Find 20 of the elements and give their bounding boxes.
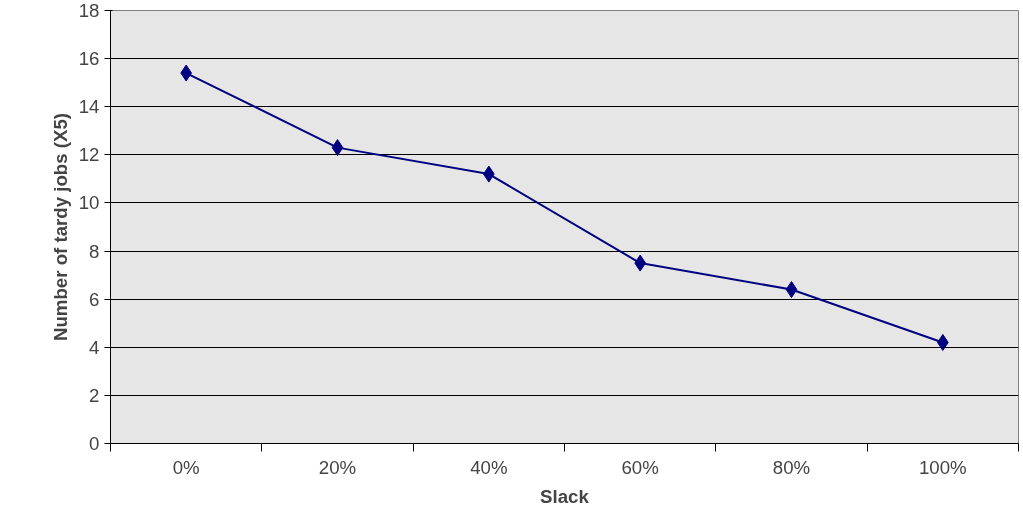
x-tick-label: 40% xyxy=(470,456,508,478)
y-tick-label: 14 xyxy=(78,96,100,118)
y-tick-label: 6 xyxy=(89,288,100,310)
x-tick-label: 20% xyxy=(318,456,357,478)
y-tick-label: 12 xyxy=(78,144,100,166)
point xyxy=(331,139,344,157)
y-tick-label: 18 xyxy=(78,0,100,21)
y-tick-label: 4 xyxy=(89,336,100,358)
x-tick-label: 0% xyxy=(172,456,200,478)
y-tick-label: 0 xyxy=(89,433,100,454)
x-tick-label: 60% xyxy=(621,456,659,478)
y-tick-label: 8 xyxy=(89,240,100,262)
y-axis-title: Number of tardy jobs (X5) xyxy=(49,112,71,342)
y-tick-label: 2 xyxy=(89,384,100,406)
point xyxy=(785,281,798,299)
x-tick-label: 80% xyxy=(772,456,811,478)
y-tick-label: 10 xyxy=(78,192,100,214)
y-tick-label: 16 xyxy=(78,48,100,70)
x-tick-label: 100% xyxy=(918,456,967,478)
x-axis-title: Slack xyxy=(540,485,590,507)
